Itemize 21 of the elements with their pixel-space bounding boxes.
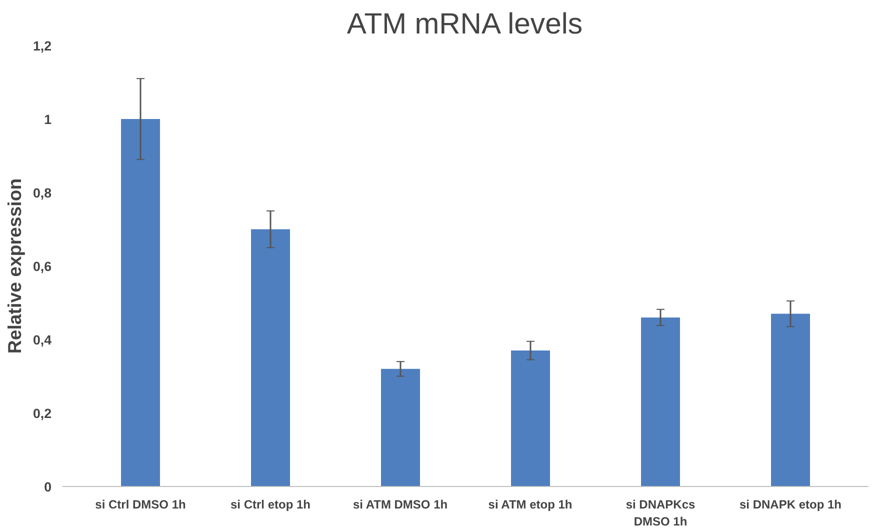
y-tick-label: 0,6 [32, 259, 52, 274]
x-tick-label: si Ctrl etop 1h [230, 498, 311, 512]
y-tick-label: 0 [44, 480, 52, 494]
x-tick-label: si Ctrl DMSO 1h [95, 498, 186, 512]
x-tick-label: si DNAPKcs DMSO 1h [626, 498, 696, 528]
bar [121, 119, 160, 486]
y-axis-title: Relative expression [4, 178, 25, 354]
x-tick-label: si ATM DMSO 1h [352, 498, 448, 512]
y-tick-label: 0,2 [32, 406, 52, 421]
bar [771, 314, 810, 486]
bar [511, 350, 550, 486]
bar [641, 317, 680, 486]
chart-title: ATM mRNA levels [346, 8, 583, 40]
x-tick-label: si DNAPK etop 1h [739, 498, 842, 512]
y-tick-label: 1 [44, 112, 52, 127]
y-tick-label: 1,2 [32, 38, 52, 54]
y-tick-label: 0,8 [32, 186, 52, 200]
x-tick-label: si ATM etop 1h [488, 498, 572, 512]
bar [251, 229, 290, 486]
y-tick-label: 0,4 [32, 332, 52, 348]
bar [381, 368, 420, 486]
